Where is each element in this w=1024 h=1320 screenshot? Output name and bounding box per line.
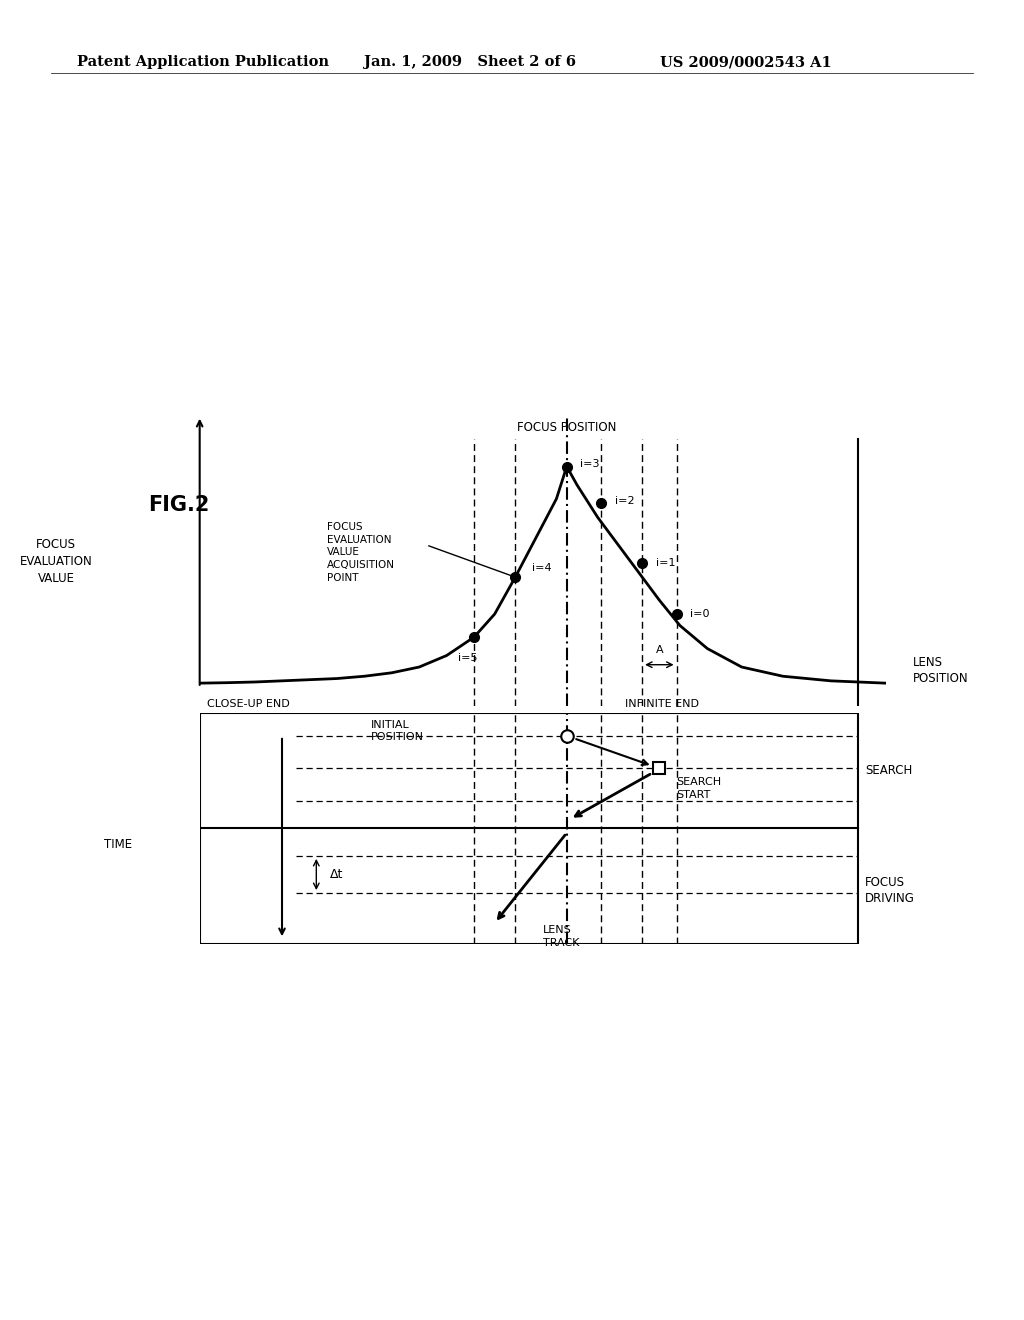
Text: i=3: i=3 [581,459,600,469]
Text: SEARCH: SEARCH [865,764,912,777]
Text: FIG.2: FIG.2 [148,495,210,515]
Text: Patent Application Publication: Patent Application Publication [77,55,329,70]
Text: Δt: Δt [330,869,343,880]
Text: CLOSE-UP END: CLOSE-UP END [207,700,290,709]
Text: FOCUS
EVALUATION
VALUE: FOCUS EVALUATION VALUE [19,537,93,585]
Text: INITIAL
POSITION: INITIAL POSITION [371,719,424,742]
Text: LENS
TRACK: LENS TRACK [543,925,580,948]
Text: FOCUS
DRIVING: FOCUS DRIVING [865,876,915,906]
Text: FOCUS
EVALUATION
VALUE
ACQUISITION
POINT: FOCUS EVALUATION VALUE ACQUISITION POINT [327,521,394,583]
Text: US 2009/0002543 A1: US 2009/0002543 A1 [660,55,833,70]
Text: i=4: i=4 [532,562,552,573]
Text: i=5: i=5 [458,653,477,663]
Text: SEARCH
START: SEARCH START [677,777,722,800]
Text: TIME: TIME [103,838,132,851]
Text: Jan. 1, 2009   Sheet 2 of 6: Jan. 1, 2009 Sheet 2 of 6 [364,55,575,70]
Text: A: A [655,645,664,655]
Text: LENS
POSITION: LENS POSITION [913,656,969,685]
Text: i=0: i=0 [690,609,710,619]
Text: FOCUS POSITION: FOCUS POSITION [517,421,616,434]
Text: i=1: i=1 [656,558,676,569]
Text: i=2: i=2 [614,496,635,506]
Text: INFINITE END: INFINITE END [625,700,699,709]
